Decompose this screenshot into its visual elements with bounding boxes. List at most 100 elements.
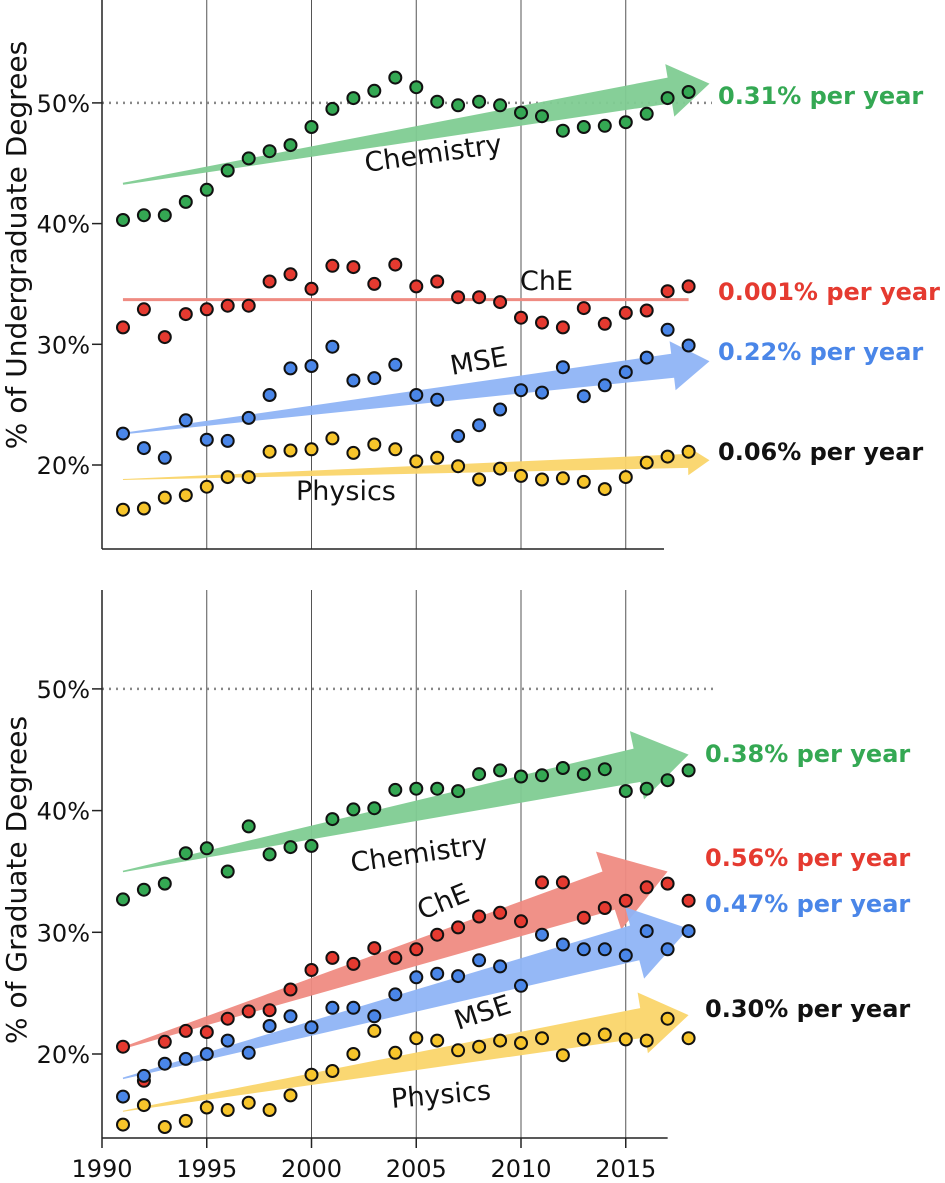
chemistry-point [451, 784, 466, 799]
che-point [241, 298, 256, 313]
mse-point [346, 1000, 361, 1015]
chemistry-point [178, 194, 193, 209]
chemistry-point [555, 123, 570, 138]
mse-point [325, 339, 340, 354]
x-tick-label: 2005 [386, 1155, 447, 1183]
y-tick-labels: 20% 30% 40% 50% [37, 90, 102, 480]
mse-point [116, 426, 130, 441]
chemistry-point [472, 767, 487, 782]
mse-point [514, 383, 528, 398]
y-tick-label: 20% [37, 452, 90, 480]
chemistry-point [367, 801, 382, 816]
x-tick-label: 1990 [71, 1155, 132, 1183]
chemistry-point [639, 106, 654, 121]
physics-point [116, 1117, 130, 1132]
mse-point [262, 388, 277, 402]
physics-point [136, 1098, 151, 1113]
che-point [618, 893, 633, 908]
physics-point [346, 1047, 361, 1061]
y-tick-label: 30% [37, 919, 90, 947]
physics-point [367, 437, 382, 452]
che-point [514, 310, 528, 325]
mse-point [514, 978, 528, 993]
chemistry-point [535, 768, 549, 783]
y-tick-labels: 20% 30% 40% 50% [37, 676, 102, 1069]
physics-point [346, 445, 361, 460]
che-point [618, 305, 633, 320]
mse-point [409, 388, 424, 402]
chemistry-point [535, 109, 549, 124]
che-point [681, 279, 696, 294]
x-tick-label: 2010 [490, 1155, 551, 1183]
che-point [430, 274, 445, 289]
mse-point [157, 450, 172, 465]
chemistry-point [325, 101, 340, 116]
mse-point [241, 1045, 256, 1060]
physics-rate: 0.06% per year [718, 438, 923, 466]
che-point [576, 910, 591, 925]
mse-point [555, 937, 570, 952]
chemistry-trend-arrow [122, 731, 689, 873]
mse-point [660, 942, 675, 957]
physics-point [681, 1031, 696, 1046]
che-point [367, 941, 382, 956]
physics-point [681, 444, 696, 459]
che-point [220, 1011, 235, 1026]
y-tick-label: 30% [37, 331, 90, 359]
chemistry-point [220, 864, 235, 879]
mse-point [325, 1000, 340, 1015]
mse-point [388, 357, 403, 372]
chemistry-point [409, 781, 424, 796]
chemistry-point [430, 781, 445, 796]
physics-point [576, 474, 591, 489]
che-point [555, 875, 570, 890]
chemistry-point [576, 120, 591, 134]
che-point [409, 279, 424, 294]
chemistry-point [346, 91, 361, 106]
mse-point [283, 361, 298, 376]
physics-point [283, 443, 298, 458]
physics-point [178, 488, 193, 503]
mse-point [367, 371, 382, 386]
chemistry-point [472, 94, 487, 109]
che-rate: 0.001% per year [718, 278, 940, 306]
physics-point [388, 442, 403, 457]
chemistry-point [618, 784, 633, 799]
che-point [451, 920, 466, 935]
chemistry-point [639, 781, 654, 796]
physics-point [262, 444, 277, 459]
mse-point [639, 924, 654, 939]
physics-point [576, 1032, 591, 1047]
chemistry-point [157, 876, 172, 891]
physics-point [555, 471, 570, 486]
physics-point [514, 468, 528, 483]
che-point [346, 260, 361, 275]
chemistry-point [660, 773, 675, 788]
che-point [178, 1023, 193, 1038]
mse-point [178, 413, 193, 428]
mse-point [367, 1009, 382, 1024]
chemistry-point [493, 98, 508, 113]
y-tick-label: 50% [37, 90, 90, 118]
physics-point [493, 1033, 508, 1048]
mse-point [618, 365, 633, 380]
che-point [597, 901, 612, 915]
physics-point [136, 501, 151, 516]
axes [101, 0, 664, 550]
chemistry-label: Chemistry [349, 829, 490, 879]
mse-point [178, 1051, 193, 1066]
physics-point [639, 455, 654, 470]
mse-point [597, 942, 612, 957]
chemistry-point [681, 763, 696, 778]
che-point [597, 316, 612, 331]
che-point [304, 281, 319, 296]
mse-point [451, 969, 466, 984]
chemistry-point [597, 762, 612, 777]
physics-point [430, 450, 445, 465]
mse-trend-arrow [122, 907, 689, 1080]
physics-point [409, 454, 424, 469]
mse-point [199, 1047, 214, 1061]
chemistry-point [157, 208, 172, 223]
y-tick-label: 50% [37, 676, 90, 704]
